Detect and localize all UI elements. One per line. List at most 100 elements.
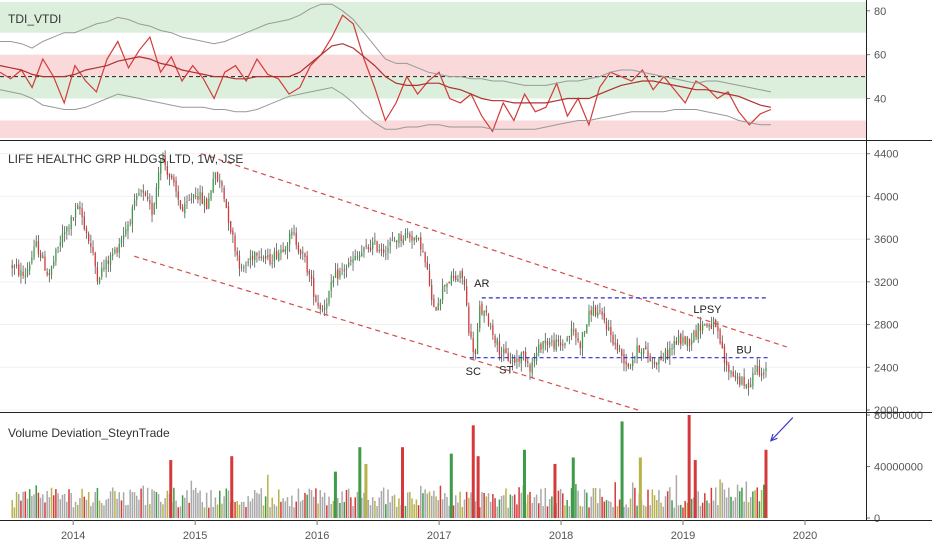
- volume-bar: [529, 491, 531, 518]
- candle-body: [234, 235, 236, 252]
- volume-bar: [55, 489, 57, 518]
- volume-bar: [382, 487, 385, 518]
- candle-body: [127, 224, 129, 232]
- candle-body: [658, 357, 660, 365]
- candle-body: [682, 337, 684, 343]
- candle-body: [588, 310, 590, 325]
- volume-bar: [616, 506, 619, 518]
- volume-bar: [712, 500, 715, 518]
- volume-bar: [66, 501, 68, 518]
- candle-body: [385, 253, 387, 255]
- volume-bar: [278, 489, 280, 518]
- volume-bar: [343, 501, 346, 518]
- volume-bar: [387, 489, 389, 518]
- volume-bar: [518, 487, 520, 518]
- candle-body: [726, 361, 728, 366]
- volume-bar: [393, 494, 396, 518]
- volume-bar: [590, 496, 592, 518]
- volume-bar: [406, 492, 409, 518]
- candle-body: [168, 173, 171, 177]
- candle-body: [728, 364, 730, 373]
- volume-tick-label: 0: [874, 513, 880, 525]
- volume-bar: [513, 494, 516, 518]
- volume-bar: [214, 497, 217, 518]
- volume-bar: [404, 505, 407, 518]
- candle-body: [341, 268, 343, 270]
- candle-body: [339, 270, 341, 278]
- candle-body: [645, 346, 647, 350]
- candle-body: [81, 208, 83, 218]
- volume-bar: [125, 505, 127, 518]
- candle-body: [369, 247, 372, 251]
- volume-bar: [557, 490, 560, 518]
- tdi-panel: TDI_VTDI 80 60 40: [0, 2, 886, 138]
- volume-bar: [184, 497, 186, 518]
- volume-bar: [321, 496, 324, 518]
- candle-body: [677, 335, 680, 344]
- volume-bar: [79, 497, 81, 518]
- price-tick-label: 3600: [874, 234, 898, 246]
- candle-body: [280, 249, 282, 254]
- volume-bar: [354, 497, 356, 518]
- candle-body: [267, 255, 269, 258]
- candle-body: [623, 353, 625, 364]
- volume-spike-bar: [522, 449, 526, 518]
- price-tick-label: 4000: [874, 191, 898, 203]
- volume-bar: [347, 488, 350, 518]
- volume-bar: [389, 502, 391, 518]
- volume-bar: [697, 491, 700, 518]
- volume-bar: [420, 485, 422, 518]
- volume-bar: [109, 491, 112, 518]
- candle-body: [37, 240, 40, 255]
- volume-bar: [293, 507, 295, 518]
- tdi-series-line: [0, 3, 772, 93]
- candle-body: [627, 363, 629, 367]
- candle-body: [686, 337, 688, 347]
- candle-body: [205, 198, 208, 209]
- volume-bar: [105, 499, 107, 518]
- volume-bar: [671, 500, 673, 518]
- volume-bar: [48, 497, 51, 518]
- candle-body: [485, 310, 487, 313]
- arrow-shaft: [770, 417, 794, 442]
- x-tick-label: 2015: [183, 530, 207, 542]
- candle-body: [162, 157, 164, 161]
- candle-body: [765, 368, 767, 372]
- volume-bar: [336, 497, 339, 518]
- candle-body: [18, 264, 20, 276]
- volume-bar: [479, 507, 481, 518]
- volume-bar: [710, 487, 713, 518]
- volume-bar: [433, 490, 435, 518]
- volume-bar: [690, 498, 693, 518]
- volume-bar: [367, 499, 370, 518]
- candle-body: [736, 376, 739, 380]
- volume-bar: [494, 498, 496, 518]
- candle-body: [380, 249, 383, 252]
- volume-spike-bar: [471, 425, 475, 518]
- candle-body: [304, 253, 306, 257]
- volume-tick-label: 40000000: [874, 462, 923, 474]
- candle-body: [138, 193, 140, 196]
- volume-bar: [374, 500, 376, 518]
- candle-body: [404, 233, 407, 240]
- volume-bar: [546, 506, 549, 518]
- candle-body: [219, 180, 221, 183]
- volume-bar: [24, 491, 27, 518]
- candle-body: [450, 275, 453, 285]
- volume-bar: [470, 492, 472, 518]
- volume-bar: [190, 480, 193, 518]
- candles: [11, 150, 767, 396]
- volume-bar: [725, 497, 728, 518]
- volume-spike-bar: [638, 457, 642, 518]
- volume-bar: [319, 490, 322, 518]
- price-tick-label: 2400: [874, 362, 898, 374]
- candle-body: [393, 241, 396, 243]
- arrow-head: [769, 433, 778, 442]
- candle-body: [77, 205, 79, 210]
- annotation-label: AR: [474, 278, 489, 290]
- volume-bar: [35, 485, 37, 518]
- candle-body: [136, 195, 138, 200]
- volume-bar: [194, 487, 197, 518]
- volume-bar: [562, 493, 564, 518]
